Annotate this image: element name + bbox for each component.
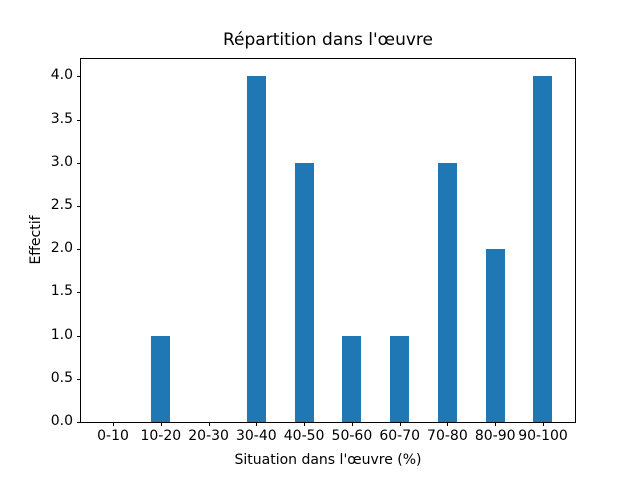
x-tick-label: 0-10 bbox=[97, 428, 129, 444]
y-tick-label: 2.0 bbox=[50, 240, 73, 257]
y-tick-label: 1.0 bbox=[50, 326, 73, 343]
x-axis-tick bbox=[351, 422, 353, 426]
y-axis-tick bbox=[77, 205, 81, 207]
y-tick-label: 3.5 bbox=[50, 110, 73, 127]
y-tick-label: 4.0 bbox=[50, 67, 73, 84]
x-tick-label: 50-60 bbox=[331, 428, 373, 444]
x-tick-label: 60-70 bbox=[379, 428, 421, 444]
y-tick-label: 1.5 bbox=[50, 283, 73, 300]
x-axis-tick bbox=[447, 422, 449, 426]
y-tick-label: 0.5 bbox=[50, 369, 73, 386]
x-tick-label: 70-80 bbox=[427, 428, 468, 444]
x-axis-tick bbox=[495, 422, 497, 426]
x-tick-label: 40-50 bbox=[283, 428, 325, 444]
y-axis-tick bbox=[77, 422, 81, 423]
x-axis-tick bbox=[208, 422, 210, 426]
x-axis-tick bbox=[543, 422, 544, 426]
bar-70-80 bbox=[437, 162, 457, 422]
y-axis-tick bbox=[77, 335, 81, 337]
x-tick-label: 90-100 bbox=[518, 428, 568, 444]
y-axis-tick bbox=[77, 162, 81, 164]
x-axis-tick bbox=[256, 422, 258, 426]
bar-90-100 bbox=[533, 76, 553, 422]
y-axis-tick bbox=[77, 378, 81, 380]
bar-50-60 bbox=[342, 335, 362, 422]
y-tick-label: 2.5 bbox=[50, 196, 73, 213]
y-axis-tick bbox=[77, 76, 81, 78]
x-tick-label: 20-30 bbox=[188, 428, 229, 444]
x-axis-tick bbox=[160, 422, 162, 426]
x-axis-label: Situation dans l'œuvre (%) bbox=[234, 452, 422, 468]
plot-area: 0-10 10-20 20-30 30-40 40-50 50-60 60-70 70-80 8… bbox=[51, 58, 576, 444]
bar-40-50 bbox=[294, 162, 314, 422]
x-tick-label: 80-90 bbox=[474, 428, 516, 444]
x-tick-label: 10-20 bbox=[140, 428, 182, 444]
bar-10-20 bbox=[151, 335, 171, 422]
y-tick-label: 0.0 bbox=[50, 413, 73, 429]
y-axis-tick bbox=[77, 119, 81, 121]
bar-80-90 bbox=[485, 249, 505, 422]
y-tick-label: 3.0 bbox=[50, 153, 73, 170]
chart-title: Répartition dans l'œuvre bbox=[222, 30, 433, 50]
x-axis-tick bbox=[304, 422, 306, 426]
x-tick-label: 30-40 bbox=[235, 428, 277, 444]
y-axis-label: Effectif bbox=[28, 215, 44, 265]
x-axis-tick bbox=[113, 422, 114, 426]
y-axis-tick bbox=[77, 292, 81, 294]
y-axis-tick bbox=[77, 249, 81, 251]
x-axis-tick bbox=[399, 422, 401, 426]
bar-30-40 bbox=[246, 76, 266, 422]
bar-60-70 bbox=[390, 335, 410, 422]
